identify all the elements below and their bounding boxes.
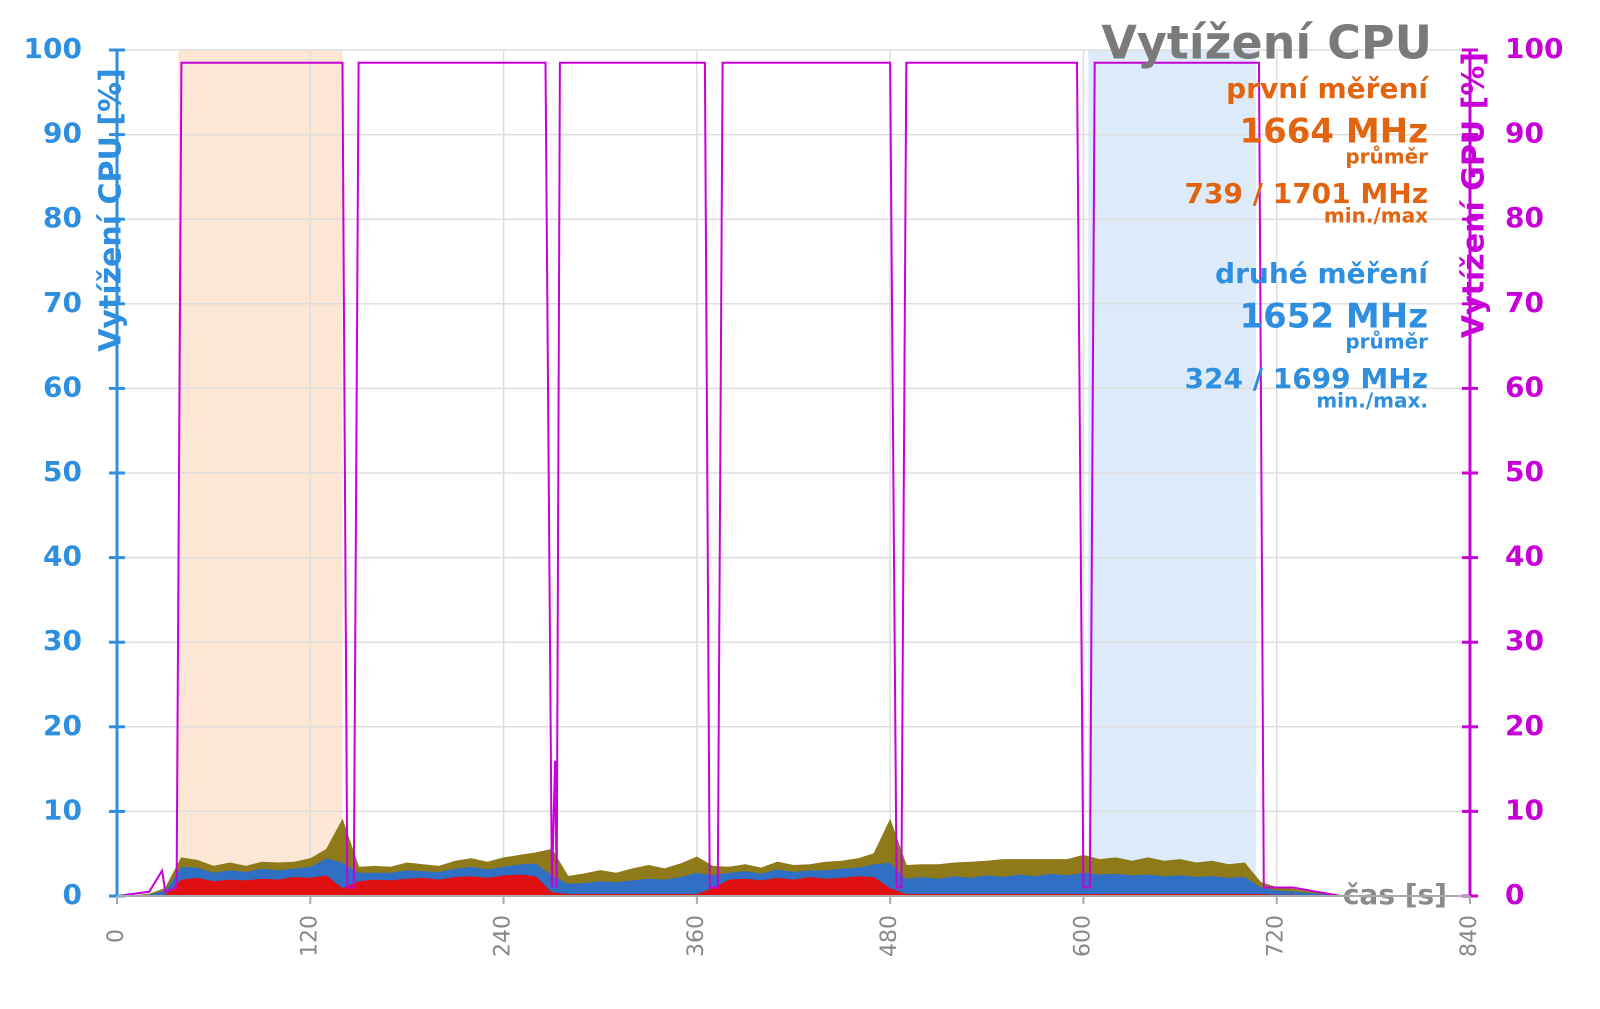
x-tick-label: 360 — [684, 915, 709, 957]
y2-axis-label: Vytížení GPU [%] — [1457, 52, 1492, 338]
y-tick-label: 40 — [43, 540, 82, 573]
chart-title: Vytížení CPU — [1101, 16, 1432, 70]
x-tick-label: 480 — [877, 915, 902, 957]
y2-tick-label: 90 — [1505, 117, 1544, 150]
y-tick-label: 10 — [43, 793, 82, 826]
y2-tick-label: 70 — [1505, 286, 1544, 319]
annotation: 324 / 1699 MHz — [1185, 362, 1428, 395]
y2-tick-label: 50 — [1505, 455, 1544, 488]
x-axis-label: čas [s] — [1343, 878, 1447, 911]
y2-tick-label: 100 — [1505, 32, 1563, 65]
annotation: 1664 MHz — [1239, 112, 1428, 152]
plot-area — [116, 49, 1471, 897]
y-tick-label: 60 — [43, 370, 82, 403]
x-tick-label: 600 — [1070, 915, 1095, 957]
x-tick-label: 240 — [491, 915, 516, 957]
gpu-line — [116, 61, 1342, 897]
y2-tick-label: 30 — [1505, 624, 1544, 657]
x-tick-label: 840 — [1457, 915, 1482, 957]
y2-tick-label: 20 — [1505, 709, 1544, 742]
annotation: min./max. — [1316, 389, 1428, 413]
annotation: 1652 MHz — [1239, 297, 1428, 337]
x-tick-label: 0 — [104, 929, 129, 943]
y2-tick-label: 80 — [1505, 201, 1544, 234]
y2-tick-label: 0 — [1505, 878, 1524, 911]
y2-tick-label: 10 — [1505, 793, 1544, 826]
y-tick-label: 20 — [43, 709, 82, 742]
y-tick-label: 30 — [43, 624, 82, 657]
y-tick-label: 100 — [24, 32, 82, 65]
annotation: 739 / 1701 MHz — [1185, 177, 1428, 210]
y-tick-label: 0 — [63, 878, 82, 911]
annotation: první měření — [1226, 72, 1429, 105]
x-tick-label: 720 — [1264, 915, 1289, 957]
y-tick-label: 80 — [43, 201, 82, 234]
y-tick-label: 50 — [43, 455, 82, 488]
x-tick-label: 120 — [297, 915, 322, 957]
y-tick-label: 70 — [43, 286, 82, 319]
annotation: druhé měření — [1215, 257, 1429, 290]
y2-tick-label: 60 — [1505, 370, 1544, 403]
y-tick-label: 90 — [43, 117, 82, 150]
y2-tick-label: 40 — [1505, 540, 1544, 573]
annotation: min./max — [1324, 204, 1428, 228]
annotation: průměr — [1345, 330, 1428, 354]
annotation: průměr — [1345, 145, 1428, 169]
y-axis-label: Vytížení CPU [%] — [94, 68, 129, 352]
